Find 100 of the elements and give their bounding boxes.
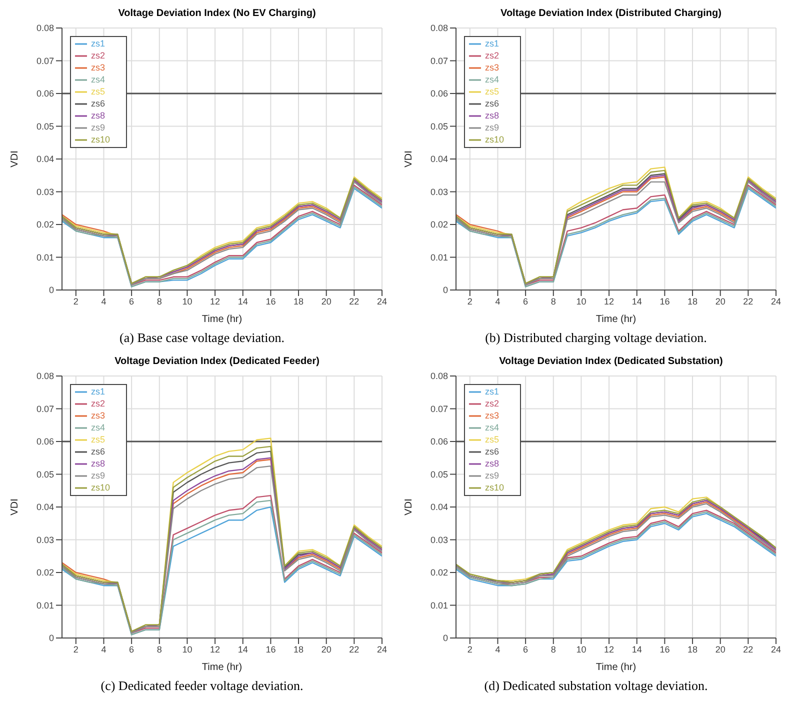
y-tick-label: 0 (48, 633, 54, 644)
legend-label: zs6 (91, 446, 106, 456)
y-tick-label: 0.07 (36, 404, 54, 414)
legend-label: zs8 (485, 110, 500, 120)
x-tick-label: 22 (743, 296, 754, 306)
legend-label: zs4 (91, 74, 106, 84)
x-tick-label: 22 (349, 296, 360, 306)
y-tick-label: 0.08 (36, 371, 54, 382)
x-tick-label: 8 (156, 296, 162, 306)
legend-label: zs2 (91, 398, 106, 408)
x-tick-label: 20 (321, 296, 332, 306)
y-tick-label: 0.02 (36, 220, 54, 230)
x-tick-label: 2 (467, 296, 472, 306)
y-tick-label: 0.06 (36, 436, 54, 447)
x-tick-label: 20 (321, 644, 332, 654)
legend-label: zs5 (485, 86, 500, 96)
y-axis-title: VDI (10, 150, 21, 168)
x-axis-title: Time (hr) (596, 314, 636, 325)
legend-label: zs10 (485, 482, 504, 492)
x-tick-label: 10 (182, 644, 192, 654)
x-tick-label: 18 (294, 644, 304, 654)
y-tick-label: 0 (442, 633, 448, 644)
y-tick-label: 0.06 (36, 88, 54, 99)
x-tick-label: 4 (101, 644, 106, 654)
x-tick-label: 12 (210, 644, 220, 654)
x-tick-label: 10 (576, 296, 586, 306)
legend-label: zs1 (485, 386, 500, 396)
x-tick-label: 6 (523, 644, 528, 654)
x-tick-label: 6 (129, 644, 134, 654)
legend-label: zs9 (91, 122, 106, 132)
x-tick-label: 12 (210, 296, 220, 306)
y-tick-label: 0.06 (430, 88, 448, 99)
legend-label: zs2 (485, 398, 500, 408)
x-tick-label: 18 (688, 296, 698, 306)
y-tick-label: 0.03 (430, 534, 448, 545)
legend-label: zs10 (91, 482, 110, 492)
legend-label: zs9 (485, 122, 500, 132)
x-tick-label: 24 (376, 296, 388, 306)
x-axis-title: Time (hr) (202, 314, 242, 325)
y-tick-label: 0.05 (430, 469, 448, 480)
x-tick-label: 12 (604, 296, 614, 306)
legend-label: zs6 (91, 98, 106, 108)
x-tick-label: 24 (376, 644, 388, 654)
legend-label: zs4 (91, 422, 106, 432)
text: (d) Dedicated substation voltage deviation. (483, 678, 709, 695)
legend-label: zs3 (485, 410, 500, 420)
legend-label: zs5 (485, 434, 500, 444)
y-tick-label: 0.08 (430, 371, 448, 382)
x-tick-label: 14 (632, 296, 642, 306)
x-tick-label: 10 (576, 644, 586, 654)
y-tick-label: 0 (442, 285, 448, 296)
x-tick-label: 14 (632, 644, 642, 654)
y-tick-label: 0.07 (430, 404, 448, 414)
y-tick-label: 0.02 (430, 220, 448, 230)
x-tick-label: 8 (550, 296, 556, 306)
x-tick-label: 6 (523, 296, 528, 306)
x-tick-label: 24 (770, 644, 782, 654)
y-tick-label: 0.05 (430, 121, 448, 132)
x-axis-title: Time (hr) (202, 662, 242, 673)
x-tick-label: 16 (266, 296, 276, 306)
y-tick-label: 0.05 (36, 469, 54, 480)
legend-label: zs8 (91, 458, 106, 468)
text: (a) Base case voltage deviation. (118, 330, 286, 347)
x-tick-label: 20 (715, 296, 726, 306)
x-tick-label: 10 (182, 296, 192, 306)
x-tick-label: 4 (495, 644, 500, 654)
x-tick-label: 18 (294, 296, 304, 306)
y-tick-label: 0.03 (36, 534, 54, 545)
y-tick-label: 0.04 (430, 154, 448, 164)
x-tick-label: 4 (495, 296, 500, 306)
legend-label: zs9 (485, 470, 500, 480)
legend-label: zs1 (91, 386, 106, 396)
x-tick-label: 14 (238, 296, 248, 306)
y-tick-label: 0.08 (36, 23, 54, 34)
y-tick-label: 0.07 (430, 56, 448, 66)
x-tick-label: 2 (467, 644, 472, 654)
x-tick-label: 20 (715, 644, 726, 654)
y-tick-label: 0.03 (36, 186, 54, 197)
y-tick-label: 0.04 (430, 502, 448, 512)
y-tick-label: 0.05 (36, 121, 54, 132)
text: (c) Dedicated feeder voltage deviation. (100, 678, 304, 695)
chart-title: Voltage Deviation Index (No EV Charging) (117, 8, 317, 21)
legend-label: zs10 (91, 134, 110, 144)
x-tick-label: 8 (156, 644, 162, 654)
legend-label: zs3 (485, 62, 500, 72)
x-tick-label: 16 (660, 296, 670, 306)
chart-title: Voltage Deviation Index (Distributed Charging) (500, 8, 722, 21)
x-tick-label: 22 (743, 644, 754, 654)
y-tick-label: 0.01 (430, 252, 448, 262)
x-tick-label: 6 (129, 296, 134, 306)
y-tick-label: 0.02 (36, 568, 54, 578)
legend-label: zs5 (91, 434, 106, 444)
x-axis-title: Time (hr) (596, 662, 636, 673)
legend-label: zs10 (485, 134, 504, 144)
x-tick-label: 2 (73, 296, 78, 306)
y-tick-label: 0.04 (36, 502, 54, 512)
y-tick-label: 0.04 (36, 154, 54, 164)
x-tick-label: 16 (660, 644, 670, 654)
y-tick-label: 0.08 (430, 23, 448, 34)
x-tick-label: 14 (238, 644, 248, 654)
